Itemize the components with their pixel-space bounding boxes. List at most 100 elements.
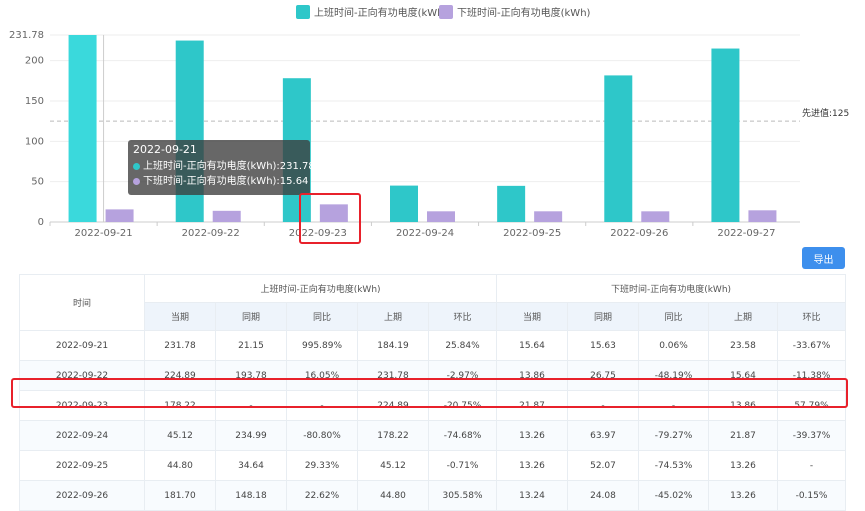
chart-tooltip: 2022-09-21 上班时间-正向有功电度(kWh):231.78 下班时间-… (128, 140, 315, 195)
table-cell: 13.26 (708, 450, 778, 481)
table-cell-date: 2022-09-23 (19, 390, 145, 421)
table-row[interactable]: 2022-09-23 178.22- -224.89 -20.75% 21.87- -13… (19, 390, 846, 421)
y-tick-label: 200 (25, 56, 44, 67)
table-cell: 148.18 (215, 480, 287, 511)
bar-day (711, 48, 740, 222)
table-cell: 21.87 (708, 420, 778, 451)
legend-label-night: 下班时间-正向有功电度(kWh) (457, 8, 591, 19)
table-cell: - (777, 450, 846, 481)
table-cell: 44.80 (144, 450, 216, 481)
table-cell: 45.12 (357, 450, 429, 481)
table-cell-date: 2022-09-22 (19, 360, 145, 391)
x-tick-label: 2022-09-22 (182, 228, 240, 239)
x-tick-label: 2022-09-26 (610, 228, 668, 239)
bar-night (427, 211, 455, 222)
table-cell: 0.06% (638, 330, 709, 361)
column-group-day: 上班时间-正向有功电度(kWh) (144, 274, 497, 303)
table-row[interactable]: 2022-09-25 44.80 34.64 29.33% 45.12 -0.71% 13.… (19, 450, 846, 481)
bar-day (68, 35, 97, 222)
table-cell: 13.86 (496, 360, 568, 391)
table-body: 2022-09-21 231.78 21.15 995.89% 184.19 25.84%… (19, 330, 846, 511)
tooltip-value-day: 上班时间-正向有功电度(kWh):231.78 (143, 161, 315, 172)
reference-line-label: 先进值:125 (802, 107, 849, 119)
table-cell: 224.89 (144, 360, 216, 391)
tooltip-dot-night (133, 178, 140, 185)
table-cell: 24.08 (567, 480, 639, 511)
table-cell: -74.68% (428, 420, 497, 451)
table-cell: 193.78 (215, 360, 287, 391)
table-row[interactable]: 2022-09-24 45.12 234.99 -80.80% 178.22 -74.68… (19, 420, 846, 451)
table-cell: -11.38% (777, 360, 846, 391)
x-tick-label: 2022-09-21 (75, 228, 133, 239)
tooltip-row-night: 下班时间-正向有功电度(kWh):15.64 (133, 174, 309, 189)
column-header-day-3: 同比 (286, 302, 358, 331)
tooltip-dot-day (133, 163, 140, 170)
table-row[interactable]: 2022-09-26 181.70 148.18 22.62% 44.80 305.58%… (19, 480, 846, 511)
table-cell: 21.15 (215, 330, 287, 361)
table-cell: -39.37% (777, 420, 846, 451)
x-tick-label: 2022-09-27 (717, 228, 775, 239)
table-row[interactable]: 2022-09-22 224.89 193.78 16.05% 231.78 -2.97%… (19, 360, 846, 391)
table-cell: 63.97 (567, 420, 639, 451)
table-cell: 15.64 (496, 330, 568, 361)
tooltip-value-night: 下班时间-正向有功电度(kWh):15.64 (143, 176, 309, 187)
table-cell: 25.84% (428, 330, 497, 361)
table-cell: 52.07 (567, 450, 639, 481)
column-header-night-5: 环比 (777, 302, 846, 331)
column-group-night: 下班时间-正向有功电度(kWh) (496, 274, 846, 303)
table-cell: 995.89% (286, 330, 358, 361)
table-cell: -48.19% (638, 360, 709, 391)
column-header-night-3: 同比 (638, 302, 709, 331)
bar-night (534, 211, 563, 222)
table-cell-date: 2022-09-24 (19, 420, 145, 451)
column-header-day-5: 环比 (428, 302, 497, 331)
table-cell: 305.58% (428, 480, 497, 511)
bar-day (604, 75, 633, 223)
table-cell: -45.02% (638, 480, 709, 511)
table-cell: -20.75% (428, 390, 497, 421)
column-header-time: 时间 (19, 274, 145, 331)
column-header-day-2: 同期 (215, 302, 287, 331)
table-row[interactable]: 2022-09-21 231.78 21.15 995.89% 184.19 25.84%… (19, 330, 846, 361)
table-cell: 184.19 (357, 330, 429, 361)
bar-night (748, 210, 777, 222)
bar-day (390, 185, 418, 222)
column-header-day-4: 上期 (357, 302, 429, 331)
table-cell-date: 2022-09-26 (19, 480, 145, 511)
table-cell: 178.22 (357, 420, 429, 451)
y-tick-label: 150 (25, 96, 44, 107)
y-tick-label: 0 (38, 217, 44, 228)
table-cell: -0.71% (428, 450, 497, 481)
table-subheader: 当期 同期 同比 上期 环比 当期 同期 同比 上期 环比 (20, 302, 846, 331)
tooltip-row-day: 上班时间-正向有功电度(kWh):231.78 (133, 159, 315, 174)
table-cell: 234.99 (215, 420, 287, 451)
bar-night (641, 211, 670, 222)
table-cell: -2.97% (428, 360, 497, 391)
legend-item-night[interactable]: 下班时间-正向有功电度(kWh) (439, 4, 590, 19)
y-tick-label: 231.78 (9, 30, 44, 41)
table-cell: 15.63 (567, 330, 639, 361)
y-tick-label: 100 (25, 136, 44, 147)
export-button[interactable]: 导出 (802, 247, 845, 269)
column-header-night-1: 当期 (496, 302, 568, 331)
table-cell: 231.78 (144, 330, 216, 361)
bar-night (105, 209, 134, 222)
table-cell: 13.26 (496, 420, 568, 451)
legend-swatch-day (296, 4, 310, 19)
table-cell: 26.75 (567, 360, 639, 391)
table-cell: 22.62% (286, 480, 358, 511)
table-cell: 16.05% (286, 360, 358, 391)
annotation-box-bar (299, 193, 361, 244)
chart-legend: 上班时间-正向有功电度(kWh) 下班时间-正向有功电度(kWh) (0, 4, 865, 22)
legend-label-day: 上班时间-正向有功电度(kWh) (314, 8, 448, 19)
legend-item-day[interactable]: 上班时间-正向有功电度(kWh) (296, 4, 447, 19)
table-cell: -79.27% (638, 420, 709, 451)
table-cell: 34.64 (215, 450, 287, 481)
tooltip-date: 2022-09-21 (133, 143, 197, 156)
table-cell: 29.33% (286, 450, 358, 481)
table-cell: 45.12 (144, 420, 216, 451)
table-cell-date: 2022-09-21 (19, 330, 145, 361)
table-group-header: 时间 上班时间-正向有功电度(kWh) 下班时间-正向有功电度(kWh) (19, 274, 846, 331)
table-cell: -80.80% (286, 420, 358, 451)
